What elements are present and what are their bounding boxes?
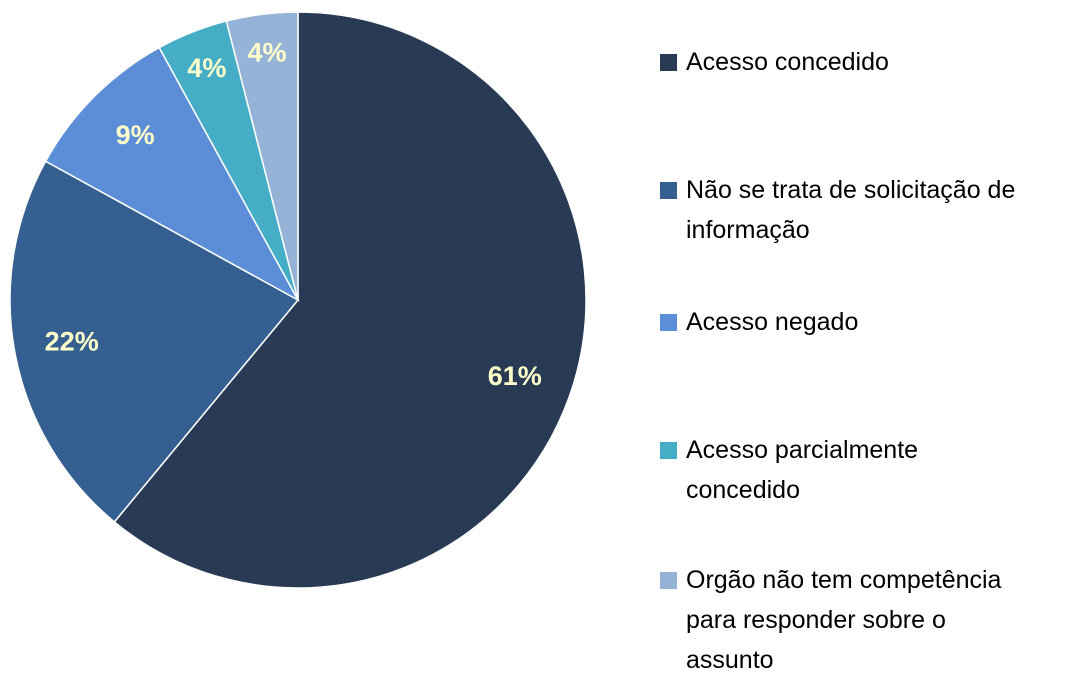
- legend-item: Acesso parcialmente concedido: [660, 430, 1050, 510]
- legend-swatch: [660, 54, 677, 71]
- legend-swatch: [660, 314, 677, 331]
- legend-item: Acesso concedido: [660, 42, 1050, 82]
- legend-label: Orgão não tem competência para responder…: [686, 566, 1002, 674]
- data-label: 4%: [247, 37, 286, 67]
- legend-label: Acesso negado: [686, 308, 859, 336]
- legend-item: Não se trata de solicitação de informaçã…: [660, 170, 1050, 250]
- legend-swatch: [660, 442, 677, 459]
- pie-slice: [9, 160, 300, 523]
- data-label: 4%: [187, 53, 226, 83]
- data-label: 9%: [116, 120, 155, 150]
- legend-label: Não se trata de solicitação de informaçã…: [686, 176, 1016, 244]
- data-label: 22%: [45, 326, 99, 356]
- pie-slice: [44, 46, 300, 302]
- pie-chart: 61% 22% 9% 4% 4%: [9, 11, 587, 589]
- legend-item: Orgão não tem competência para responder…: [660, 560, 1050, 680]
- pie-slice: [113, 11, 587, 589]
- legend-item: Acesso negado: [660, 302, 1050, 342]
- legend-swatch: [660, 182, 677, 199]
- data-label: 61%: [488, 361, 542, 391]
- pie-slice: [225, 11, 299, 301]
- legend-swatch: [660, 572, 677, 589]
- legend-label: Acesso concedido: [686, 48, 889, 76]
- legend-label: Acesso parcialmente concedido: [686, 436, 919, 504]
